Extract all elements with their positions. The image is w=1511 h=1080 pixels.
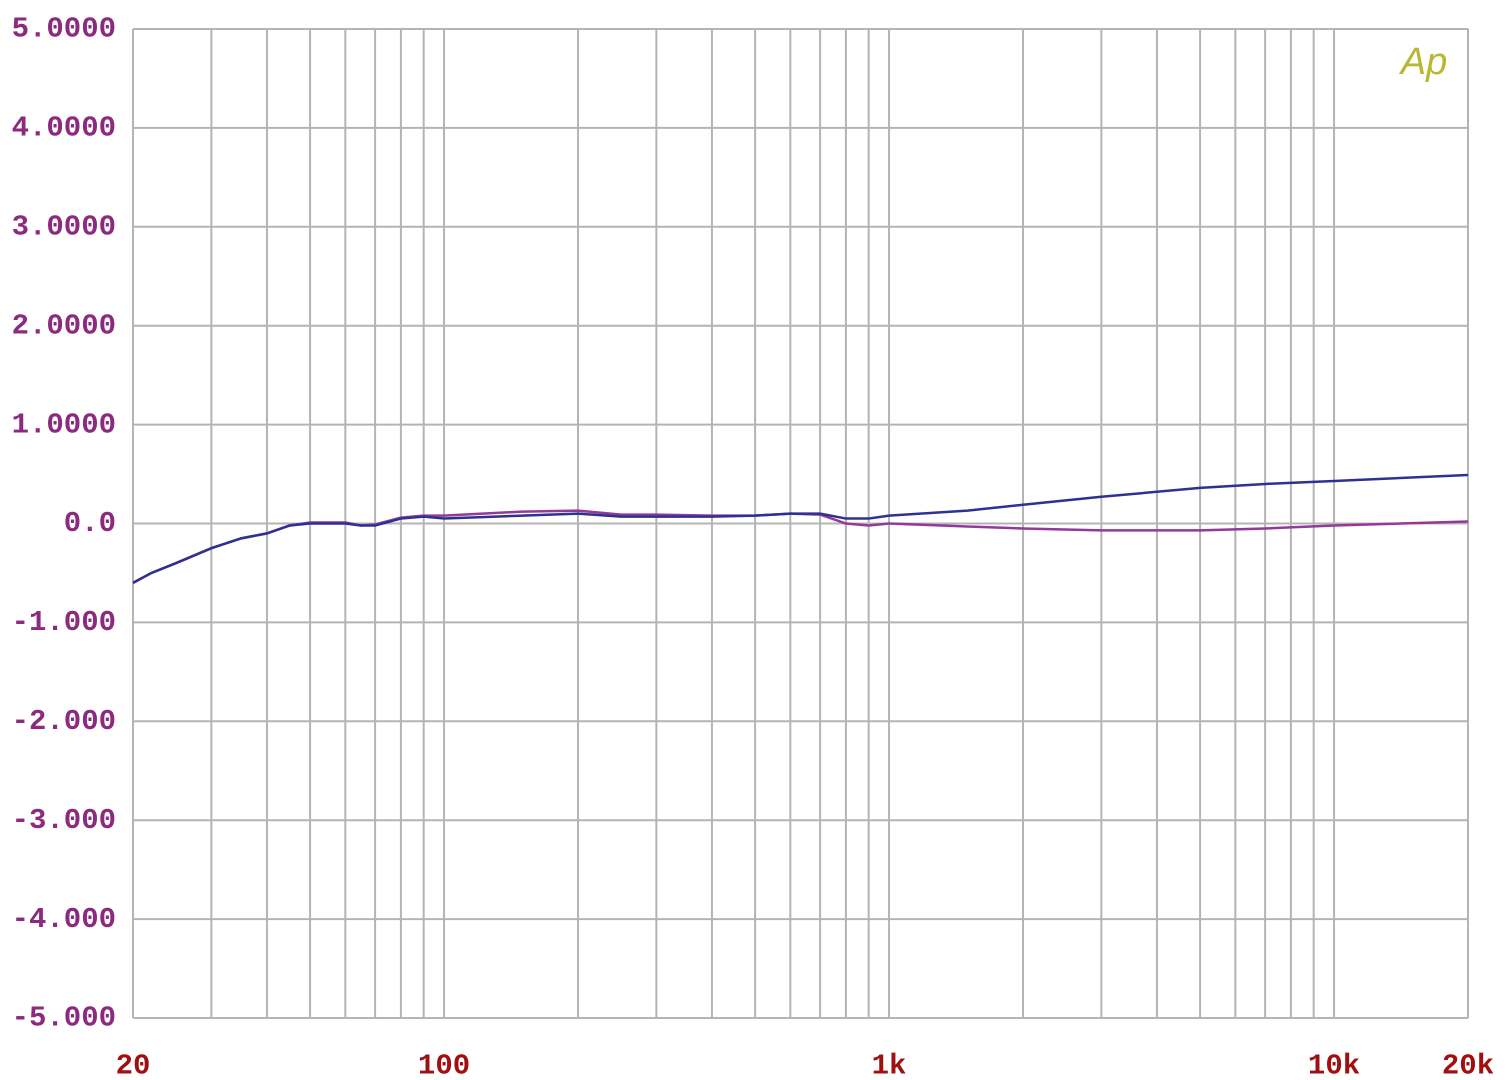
- y-tick-label: -2.000: [12, 705, 116, 738]
- y-tick-label: -1.000: [12, 606, 116, 639]
- logo: Ap: [1399, 41, 1447, 83]
- x-tick-label: 20k: [1442, 1050, 1494, 1080]
- y-tick-label: -3.000: [12, 804, 116, 837]
- x-tick-label: 100: [418, 1050, 470, 1080]
- x-tick-label: 10k: [1308, 1050, 1360, 1080]
- y-tick-label: 4.0000: [12, 112, 116, 145]
- y-tick-label: 3.0000: [12, 210, 116, 243]
- data-line: [132, 473, 1469, 584]
- y-tick-label: 1.0000: [12, 408, 116, 441]
- y-tick-label: 0.0: [64, 507, 116, 540]
- x-tick-label: 1k: [872, 1050, 907, 1080]
- y-tick-label: -4.000: [12, 903, 116, 936]
- data-line: [132, 509, 1469, 584]
- y-tick-label: 5.0000: [12, 13, 116, 46]
- y-tick-label: -5.000: [12, 1002, 116, 1035]
- y-tick-label: 2.0000: [12, 309, 116, 342]
- x-tick-label: 20: [116, 1050, 151, 1080]
